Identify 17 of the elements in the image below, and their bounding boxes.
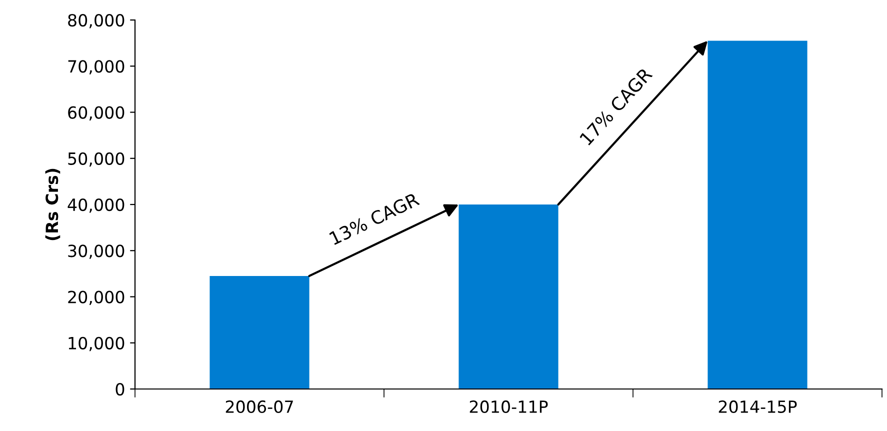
y-tick-label: 80,000 — [68, 14, 124, 28]
bar — [708, 40, 808, 389]
x-tick-label: 2010-11P — [470, 400, 548, 414]
y-tick-label: 20,000 — [68, 290, 124, 306]
bar — [210, 276, 310, 389]
y-tick-label: 10,000 — [68, 336, 124, 352]
y-tick-label: 0 — [116, 382, 124, 396]
y-tick-label: 50,000 — [68, 152, 124, 167]
bar — [458, 204, 558, 389]
x-tick-label: 2006-07 — [226, 400, 293, 414]
y-tick-label: 70,000 — [68, 60, 124, 74]
x-tick-label: 2014-15P — [718, 400, 797, 414]
y-tick-label: 40,000 — [68, 198, 124, 213]
y-tick-label: 60,000 — [68, 106, 124, 121]
y-tick-label: 30,000 — [68, 244, 124, 259]
y-axis-title: (Rs Crs) — [45, 168, 60, 240]
annotation: 13% CAGR — [328, 192, 420, 246]
